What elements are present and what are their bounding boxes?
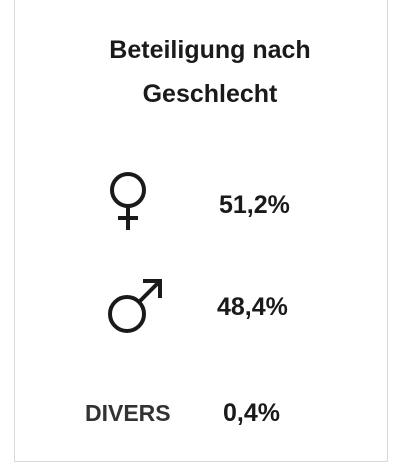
card: Beteiligung nach Geschlecht 51,2% 48,4% … bbox=[14, 0, 388, 462]
female-value: 51,2% bbox=[219, 191, 290, 219]
male-icon bbox=[108, 279, 162, 333]
female-icon bbox=[110, 172, 146, 230]
diverse-label: DIVERS bbox=[85, 400, 171, 426]
diverse-value: 0,4% bbox=[223, 399, 280, 427]
male-value: 48,4% bbox=[217, 293, 288, 321]
title: Beteiligung nach Geschlecht bbox=[109, 36, 311, 108]
